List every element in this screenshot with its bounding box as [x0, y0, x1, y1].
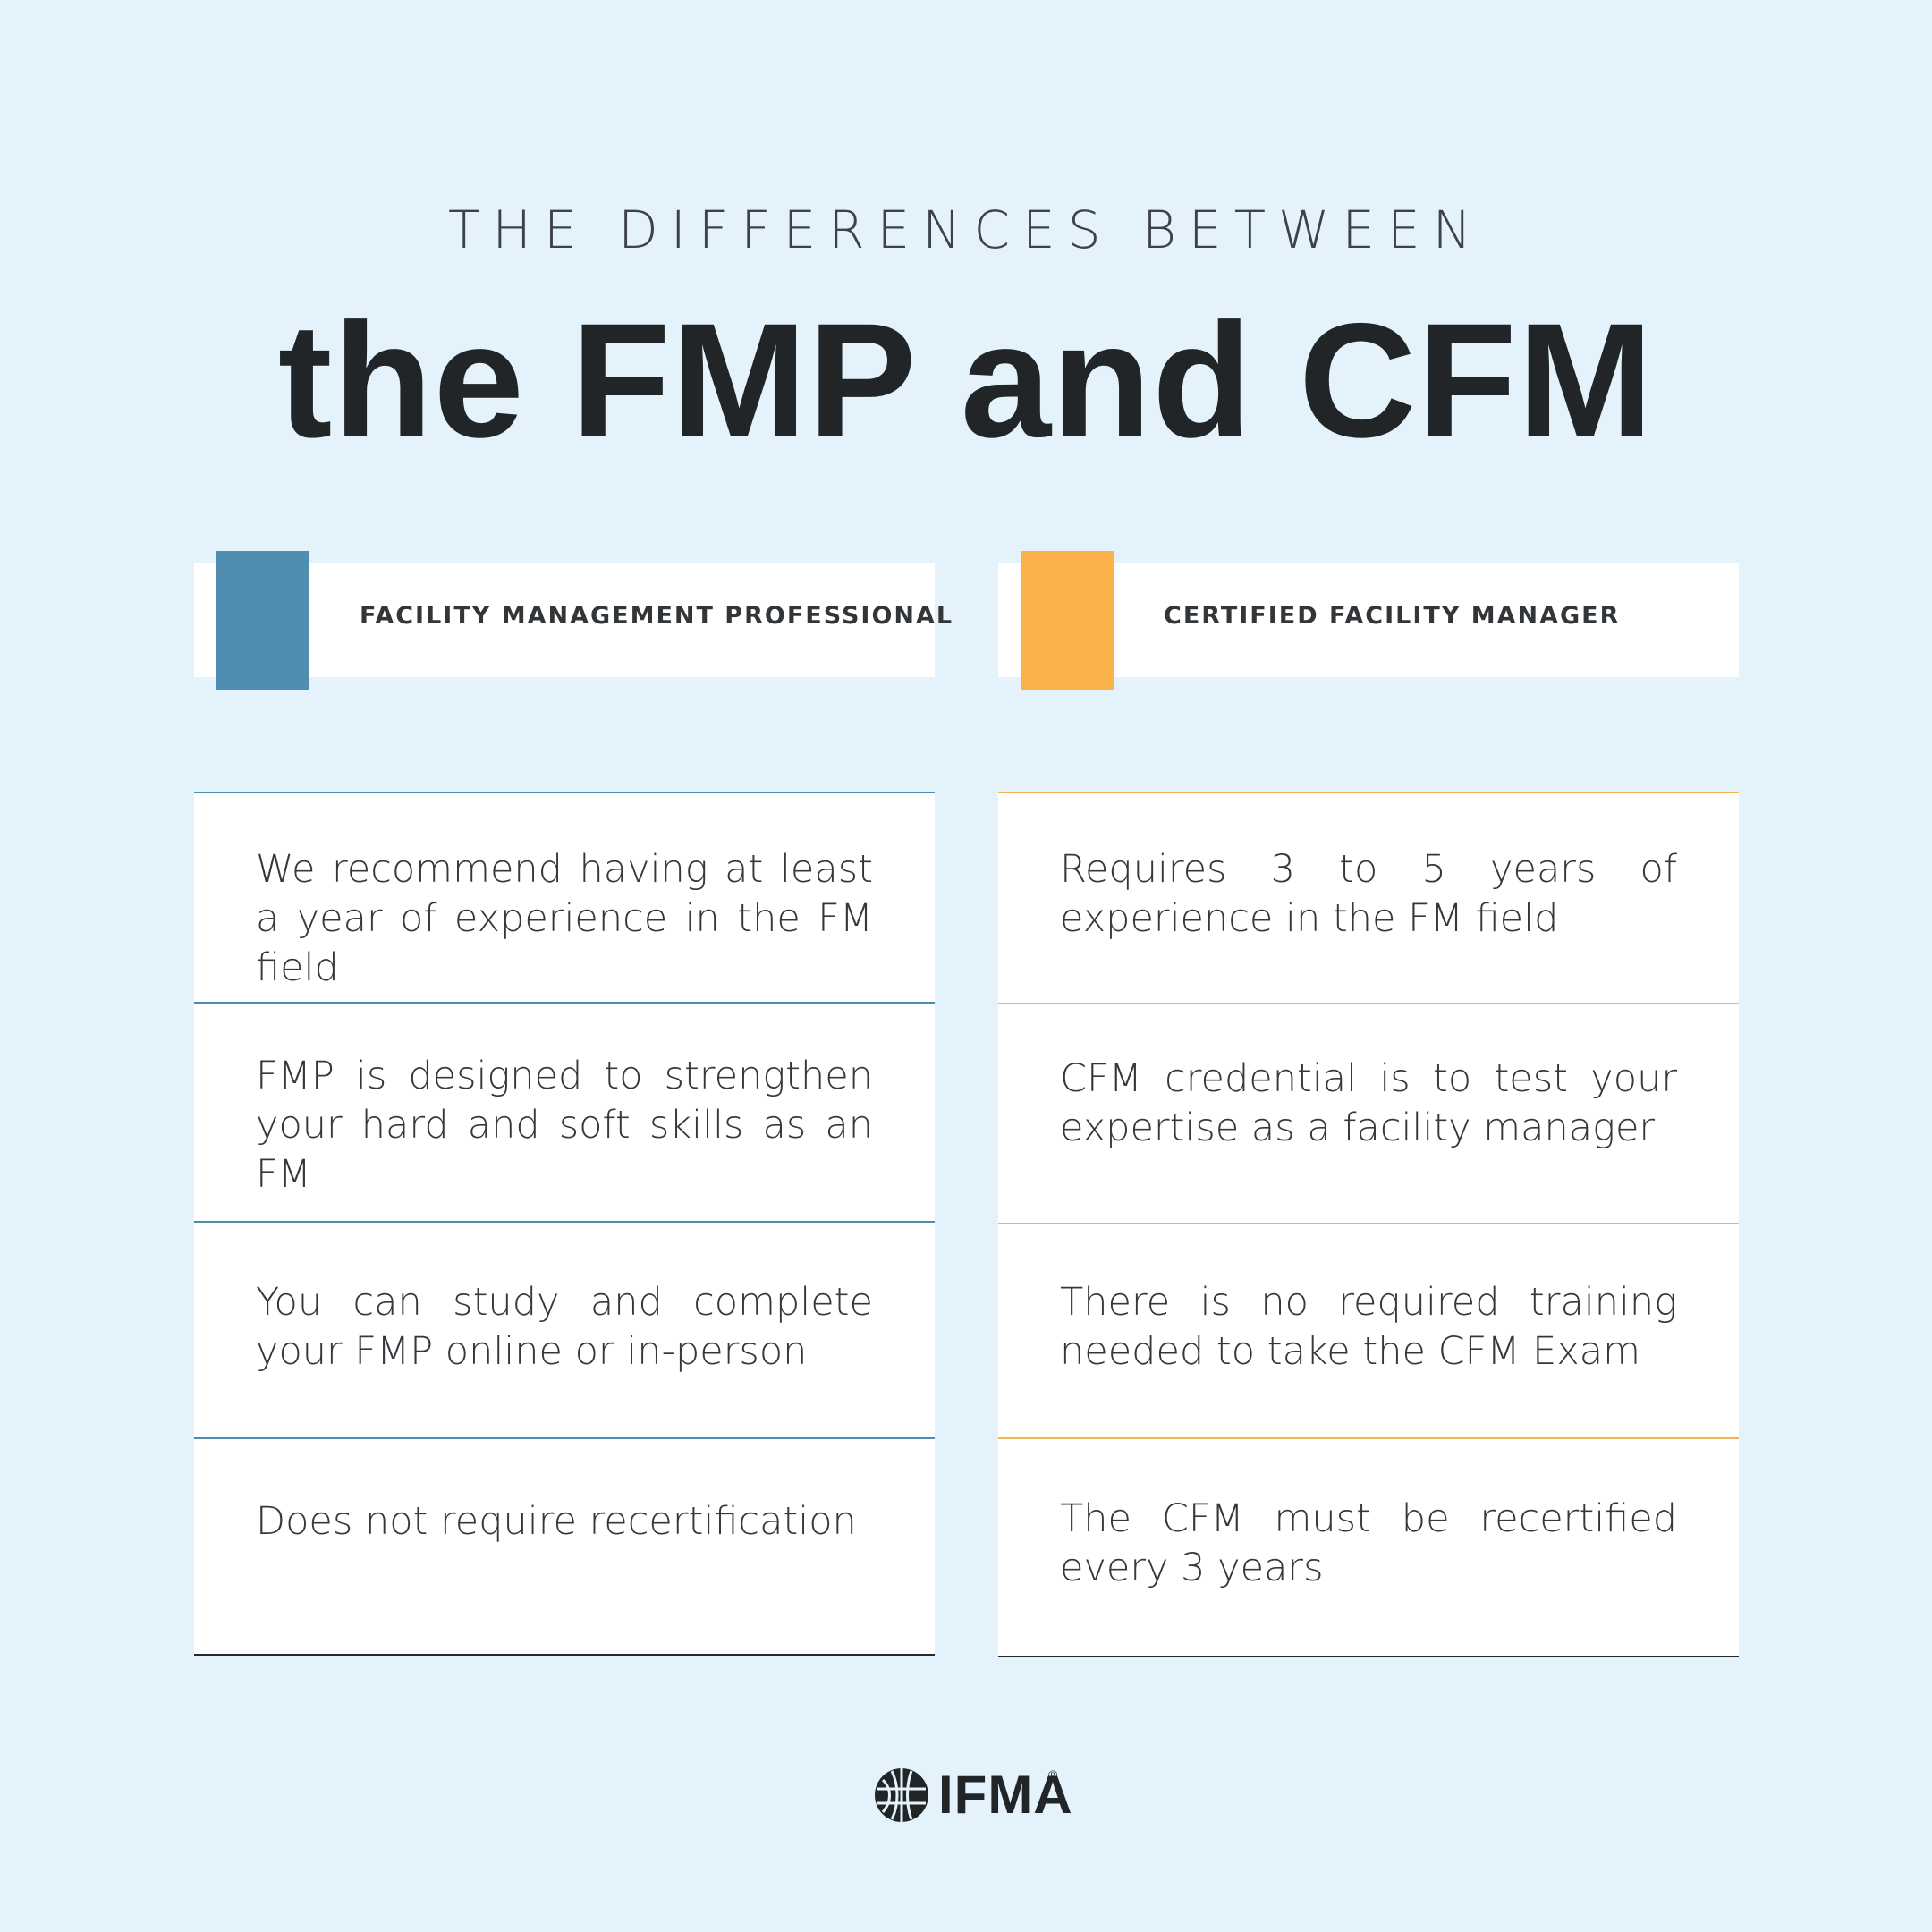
page-subtitle: THE DIFFERENCES BETWEEN — [447, 199, 1485, 260]
list-item: You can study and complete your FMP onli… — [194, 1221, 935, 1437]
list-item-text: Requires 3 to 5 years of experience in t… — [1060, 847, 1677, 941]
fmp-header-bar — [194, 563, 935, 677]
list-item-text: FMP is designed to strengthen your hard … — [256, 1054, 873, 1197]
list-item: There is no required training needed to … — [998, 1223, 1739, 1437]
cfm-header-bar — [998, 563, 1739, 677]
list-item: FMP is designed to strengthen your hard … — [194, 1002, 935, 1221]
list-item: The CFM must be recertified every 3 year… — [998, 1437, 1739, 1657]
list-item: CFM credential is to test your expertise… — [998, 1003, 1739, 1223]
cfm-header-label: CERTIFIED FACILITY MANAGER — [1164, 602, 1621, 630]
list-item: Does not require recertification — [194, 1437, 935, 1656]
list-item-text: Does not require recertification — [256, 1499, 857, 1544]
cfm-flag-icon — [1021, 551, 1114, 690]
fmp-header-label: FACILITY MANAGEMENT PROFESSIONAL — [360, 602, 954, 630]
globe-icon — [875, 1768, 928, 1822]
list-item-text: You can study and complete your FMP onli… — [256, 1280, 873, 1374]
list-item-text: We recommend having at least a year of e… — [256, 847, 873, 990]
page-title: the FMP and CFM — [277, 289, 1655, 471]
list-item: We recommend having at least a year of e… — [194, 792, 935, 1002]
logo-wordmark: IFMA — [938, 1765, 1073, 1825]
ifma-logo: IFMA ® — [872, 1764, 1072, 1826]
list-item-text: The CFM must be recertified every 3 year… — [1060, 1496, 1677, 1590]
registered-mark: ® — [1048, 1767, 1058, 1782]
list-item-text: There is no required training needed to … — [1060, 1280, 1677, 1374]
fmp-flag-icon — [216, 551, 309, 690]
fmp-list: We recommend having at least a year of e… — [194, 792, 935, 1656]
cfm-list: Requires 3 to 5 years of experience in t… — [998, 792, 1739, 1657]
list-item-text: CFM credential is to test your expertise… — [1060, 1056, 1677, 1150]
list-item: Requires 3 to 5 years of experience in t… — [998, 792, 1739, 1003]
